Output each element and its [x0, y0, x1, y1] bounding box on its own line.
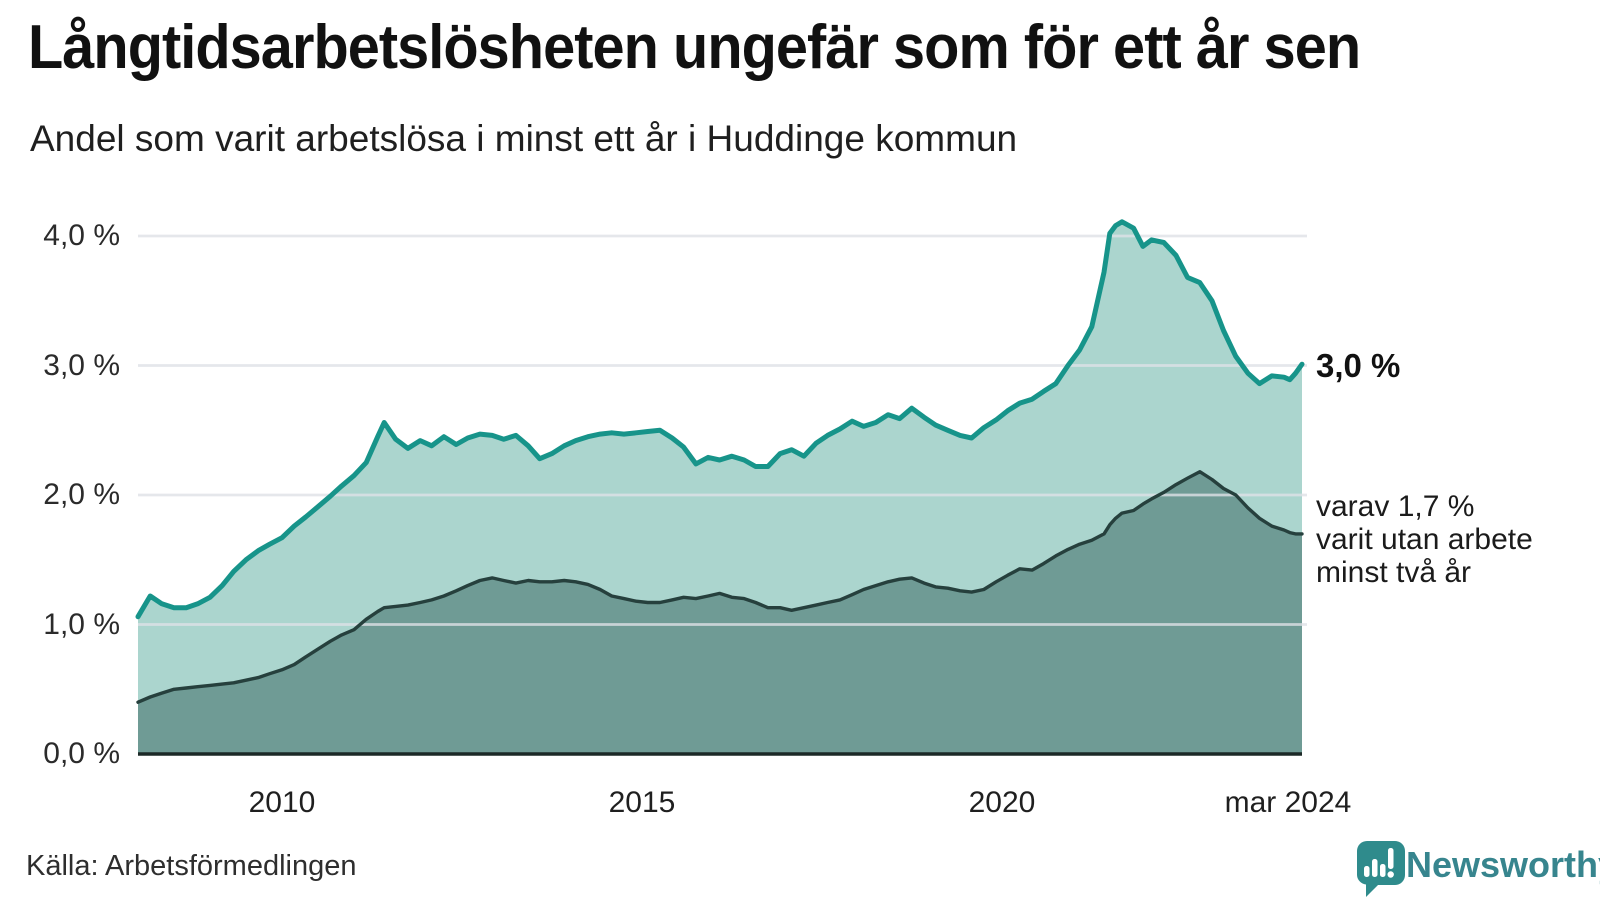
secondary-series-annotation: varav 1,7 % varit utan arbete minst två …	[1316, 490, 1533, 589]
exclamation-dot	[1387, 871, 1394, 878]
page-title: Långtidsarbetslösheten ungefär som för e…	[28, 12, 1460, 83]
x-tick-label: 2010	[248, 786, 316, 819]
series-line-two-years	[136, 470, 1304, 704]
y-tick-label: 4,0 %	[43, 219, 120, 252]
chart-subtitle: Andel som varit arbetslösa i minst ett å…	[30, 118, 1018, 159]
newsworthy-wordmark: Newsworthy	[1406, 844, 1600, 885]
newsworthy-logo-icon	[1357, 841, 1405, 897]
y-tick-label: 2,0 %	[43, 478, 120, 511]
bar-chart-glyph	[1364, 848, 1394, 878]
newsworthy-branding: Newsworthy	[1356, 838, 1600, 900]
x-tick-label: mar 2024	[1224, 786, 1352, 819]
series-line-one-year	[135, 219, 1305, 620]
y-tick-label: 3,0 %	[43, 348, 120, 382]
x-tick-label: 2020	[968, 786, 1036, 819]
exclamation-bar	[1388, 848, 1394, 869]
page-title-text: Långtidsarbetslösheten ungefär som för e…	[28, 13, 1361, 82]
series-end-value-label: 3,0 %	[1316, 347, 1401, 384]
series-area-two-years	[138, 471, 1302, 754]
x-tick-label: 2015	[608, 786, 676, 819]
source-label: Källa: Arbetsförmedlingen	[26, 850, 357, 882]
y-tick-label: 1,0 %	[43, 607, 120, 641]
y-tick-label: 0,0 %	[43, 737, 120, 770]
